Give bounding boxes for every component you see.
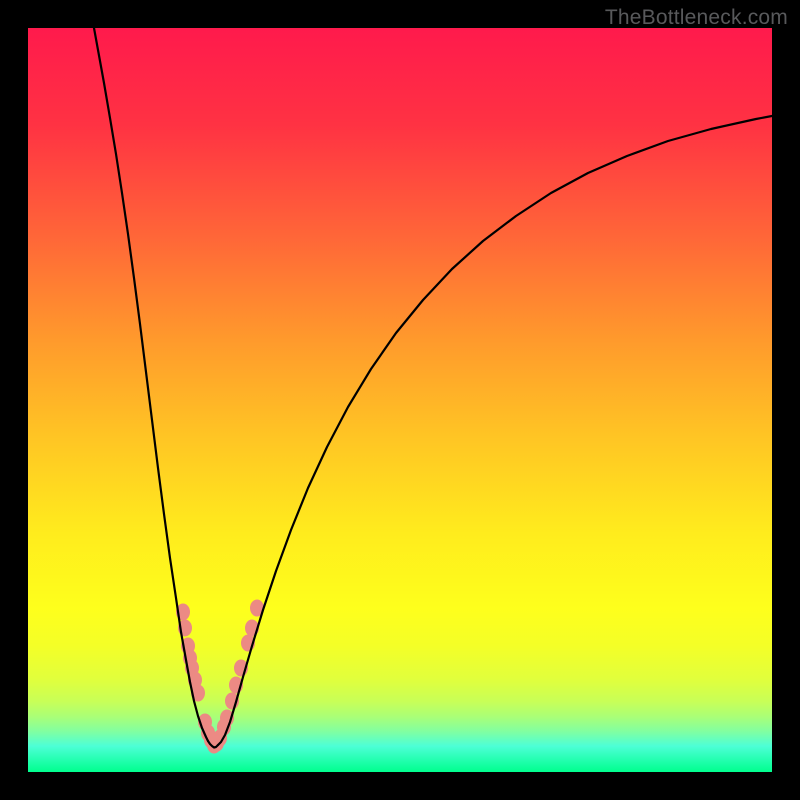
curves-svg (28, 28, 772, 772)
plot-area (28, 28, 772, 772)
curve-right (218, 116, 772, 745)
curve-left (94, 28, 208, 741)
watermark-text: TheBottleneck.com (605, 6, 788, 30)
chart-container: TheBottleneck.com (0, 0, 800, 800)
